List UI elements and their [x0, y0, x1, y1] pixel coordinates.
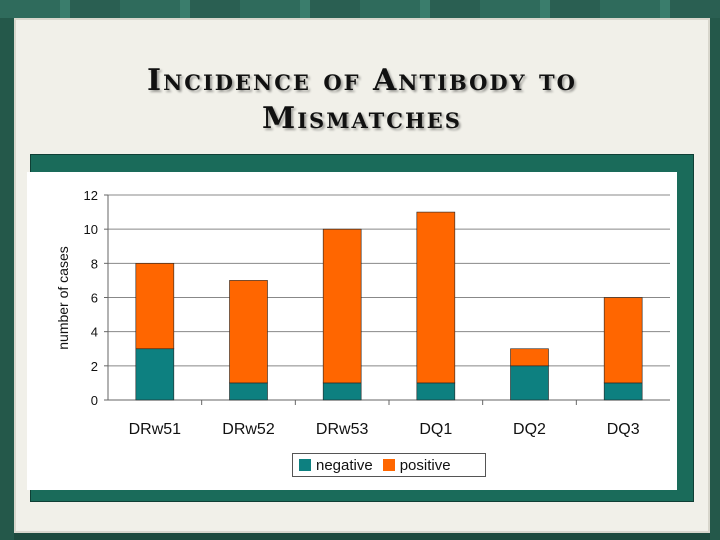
bar-positive	[229, 280, 268, 384]
x-tick-label: DQ1	[419, 421, 452, 438]
y-tick-label: 0	[91, 393, 98, 408]
bar-negative	[322, 382, 362, 401]
slide-title-line1: Incidence of Antibody to	[147, 63, 577, 98]
slide-title: Incidence of Antibody to Mismatches	[14, 62, 710, 138]
bar-positive	[510, 348, 549, 367]
slide-title-line2: Mismatches	[262, 101, 462, 136]
y-tick-label: 6	[91, 291, 98, 306]
bar-positive	[416, 211, 456, 384]
x-tick-label: DRw52	[222, 421, 275, 438]
chart-legend: negative positive	[292, 453, 486, 477]
legend-label-positive: positive	[399, 456, 451, 474]
x-tick-label: DRw53	[316, 421, 369, 438]
bar-positive	[603, 297, 643, 384]
legend-swatch-negative	[299, 459, 311, 471]
bar-positive	[135, 263, 175, 350]
bar-negative	[603, 382, 643, 401]
x-tick-label: DQ2	[513, 421, 546, 438]
bar-negative	[510, 365, 549, 401]
y-tick-label: 12	[84, 188, 98, 203]
y-tick-label: 4	[91, 325, 98, 340]
bar-negative	[416, 382, 456, 401]
y-tick-label: 2	[91, 359, 98, 374]
legend-label-negative: negative	[316, 456, 373, 474]
x-tick-label: DQ3	[607, 421, 640, 438]
bar-negative	[229, 382, 268, 401]
bar-positive	[322, 228, 362, 384]
legend-item-positive: positive	[382, 456, 451, 474]
frame-right-border	[710, 18, 720, 540]
x-tick-label: DRw51	[129, 421, 182, 438]
frame-top-border	[0, 0, 720, 18]
y-axis-label: number of cases	[55, 246, 71, 350]
legend-item-negative: negative	[299, 457, 373, 474]
legend-swatch-positive	[382, 459, 395, 471]
y-tick-label: 10	[84, 222, 98, 237]
frame-left-border	[0, 18, 14, 540]
y-tick-label: 8	[91, 256, 98, 271]
bar-negative	[135, 348, 175, 401]
